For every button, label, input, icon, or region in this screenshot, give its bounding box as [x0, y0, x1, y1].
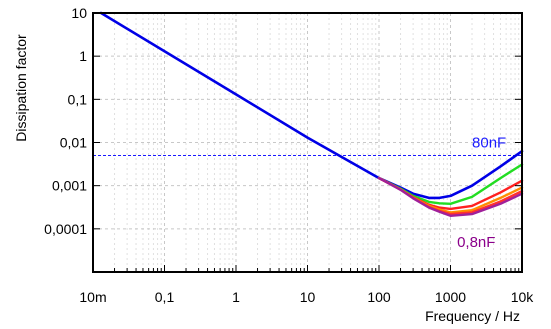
annotation-label: 0,8nF	[457, 234, 495, 251]
annotation-label: 80nF	[472, 135, 506, 152]
series-line-1	[99, 11, 524, 200]
y-tick-label: 0,0001	[44, 221, 87, 237]
x-tick-label: 100	[367, 289, 391, 305]
y-tick-label: 1	[79, 48, 87, 64]
y-axis-label: Dissipation factor	[13, 34, 29, 142]
x-tick-label: 1000	[435, 289, 466, 305]
series-line-6	[377, 176, 524, 218]
annotations: 80nF 0,8nF	[457, 135, 506, 251]
y-tick-label: 0,1	[68, 91, 88, 107]
x-tick-label: 10m	[79, 289, 106, 305]
x-tick-label: 10	[300, 289, 316, 305]
y-tick-label: 0,01	[60, 135, 87, 151]
x-tick-label: 10k	[511, 289, 535, 305]
y-tick-label: 10	[71, 5, 87, 21]
x-axis-label: Frequency / Hz	[425, 308, 520, 324]
series-lines	[99, 11, 524, 218]
axis-ticks	[92, 12, 522, 273]
x-tick-label: 0,1	[155, 289, 175, 305]
y-tick-labels: 10 1 0,1 0,01 0,001 0,0001	[44, 5, 87, 237]
x-tick-labels: 10m 0,1 1 10 100 1000 10k	[79, 289, 534, 305]
y-tick-label: 0,001	[52, 178, 87, 194]
x-tick-label: 1	[232, 289, 240, 305]
